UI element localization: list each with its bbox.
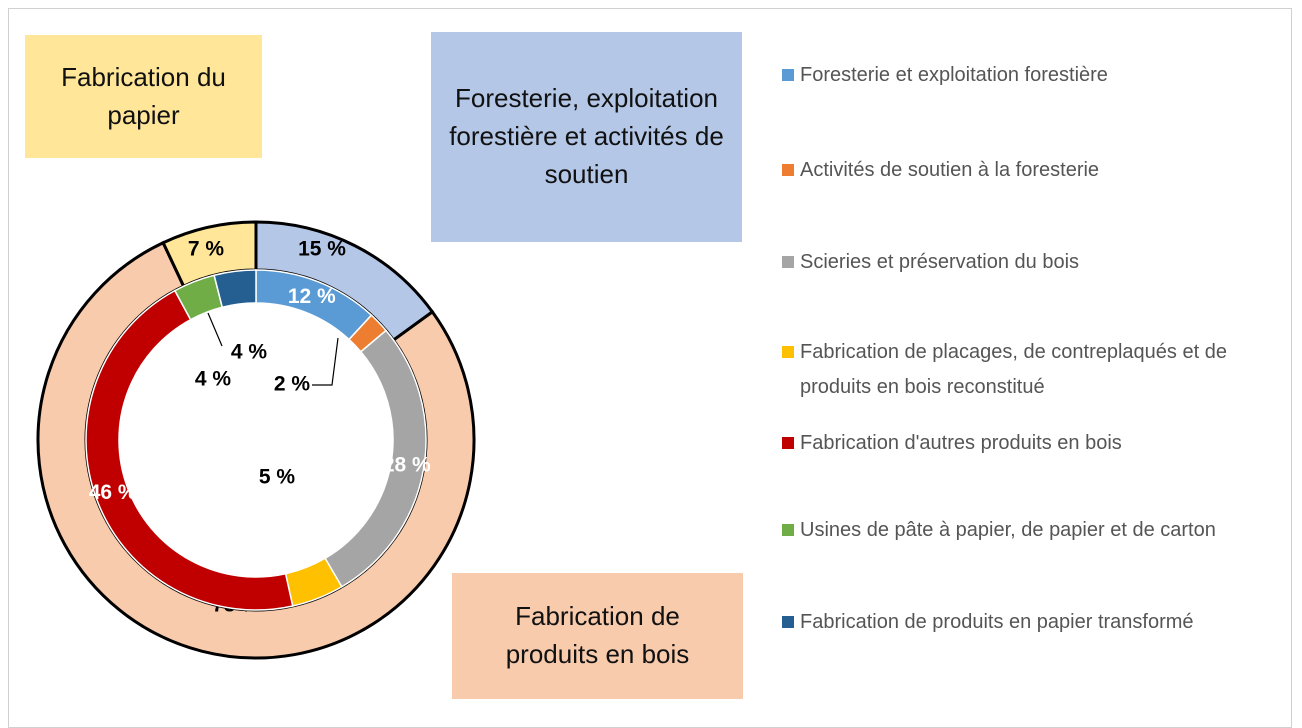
category-box: Fabrication du papier (25, 35, 262, 158)
legend-swatch (782, 69, 794, 81)
leader-line (207, 312, 223, 347)
inner-data-label: 28 % (383, 454, 431, 477)
inner-slice (213, 269, 257, 309)
inner-data-label: 4 % (195, 368, 232, 391)
leader-line (312, 337, 339, 386)
legend-swatch (782, 256, 794, 268)
category-box: Fabrication de produits en bois (452, 573, 743, 699)
legend-item: Usines de pâte à papier, de papier et de… (782, 513, 1270, 548)
legend-label: Usines de pâte à papier, de papier et de… (800, 519, 1216, 541)
legend-label: Fabrication de produits en papier transf… (800, 611, 1194, 633)
legend-item: Activités de soutien à la foresterie (782, 153, 1270, 188)
legend-item: Fabrication d'autres produits en bois (782, 426, 1270, 461)
legend-swatch (782, 164, 794, 176)
outer-data-label: 7 % (188, 238, 225, 261)
category-box: Foresterie, exploitation forestière et a… (431, 32, 742, 242)
legend-label: Fabrication d'autres produits en bois (800, 432, 1122, 454)
inner-data-label: 4 % (231, 341, 268, 364)
legend-swatch (782, 616, 794, 628)
legend-item: Fabrication de produits en papier transf… (782, 605, 1270, 640)
inner-data-label: 12 % (288, 285, 336, 308)
inner-data-label: 46 % (89, 481, 137, 504)
legend-swatch (782, 437, 794, 449)
outer-data-label: 15 % (298, 238, 346, 261)
legend-label: Activités de soutien à la foresterie (800, 159, 1100, 181)
legend-item: Fabrication de placages, de contreplaqué… (782, 335, 1270, 405)
legend-label: Scieries et préservation du bois (800, 251, 1080, 273)
legend-swatch (782, 346, 794, 358)
legend-label: Foresterie et exploitation forestière (800, 64, 1108, 86)
legend-item: Foresterie et exploitation forestière (782, 58, 1270, 93)
inner-data-label: 5 % (259, 466, 296, 489)
legend-item: Scieries et préservation du bois (782, 245, 1270, 280)
donut-chart: 15 %78 %7 %12 %2 %28 %5 %46 %4 %4 % (36, 220, 476, 660)
legend-label: Fabrication de placages, de contreplaqué… (800, 341, 1227, 398)
legend-swatch (782, 524, 794, 536)
inner-data-label: 2 % (274, 373, 311, 396)
